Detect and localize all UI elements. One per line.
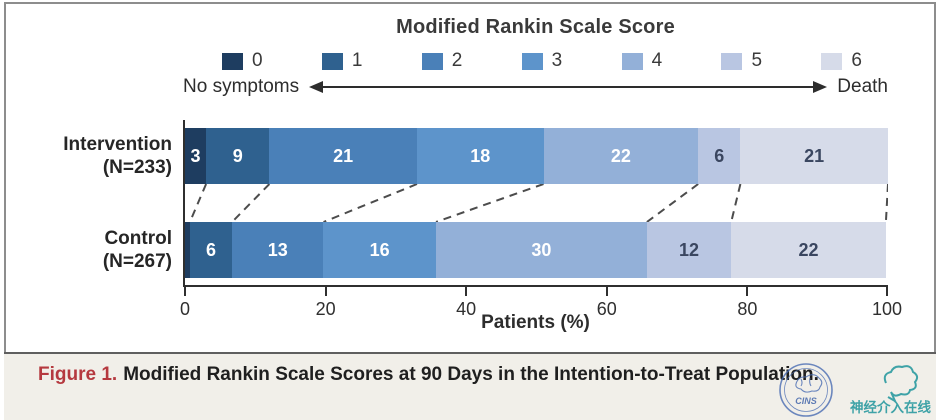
bar-segment-score-2: 21 [269,128,417,184]
caption-text: Figure 1. Modified Rankin Scale Scores at… [38,361,918,388]
axis-tick [605,287,608,296]
group-label-intervention: Intervention (N=233) [8,133,172,179]
connector-line-score-4 [646,184,699,222]
mrs-score-legend: 0 1 2 3 4 5 6 [222,50,862,72]
legend-score-label: 1 [351,50,363,71]
bar-segment-score-4: 22 [543,128,699,184]
connector-line-score-0 [188,184,208,222]
no-symptoms-label: No symptoms [183,76,300,97]
group-name: Intervention [63,134,172,155]
legend-score-label: 5 [751,50,763,71]
legend-score-label: 0 [252,50,263,71]
axis-tick [465,287,468,296]
figure-caption: Figure 1. Modified Rankin Scale Scores at… [4,352,936,420]
segment-connector-lines [188,184,888,222]
control-bar: 6 13 16 30 12 22 [185,222,888,278]
legend-swatch-icon [721,52,743,70]
group-name: Control [104,228,172,249]
connector-line-score-5 [730,184,742,222]
bar-segment-score-4: 30 [435,222,647,278]
axis-tick-label: 0 [179,299,190,319]
bar-segment-score-6: 22 [731,222,886,278]
connector-line-score-1 [231,184,271,222]
y-axis-line [183,120,185,287]
bar-segment-score-6: 21 [740,128,888,184]
legend-item-score-6: 6 [821,50,862,72]
axis-tick-label: 100 [871,299,903,319]
legend-item-score-3: 3 [521,50,563,72]
connector-line-score-3 [435,184,544,222]
x-axis-line [183,285,888,287]
legend-swatch-icon [421,52,443,70]
legend-score-label: 4 [651,50,663,71]
arrow-left-icon [309,81,324,93]
connector-line-score-2 [323,184,418,222]
caption-body: Modified Rankin Scale Scores at 90 Days … [123,364,819,385]
chart-title: Modified Rankin Scale Score [396,16,675,38]
axis-tick-label: 20 [315,299,336,319]
legend-item-score-2: 2 [421,50,463,72]
bar-segment-score-1: 6 [189,222,233,278]
legend-item-score-5: 5 [721,50,762,72]
legend-swatch-icon [821,52,843,70]
axis-tick-label: 60 [596,299,617,319]
connector-line-score-6 [884,184,888,222]
scale-arrow-line [321,86,816,88]
legend-score-label: 6 [851,50,862,71]
bar-segment-score-3: 16 [323,222,436,278]
axis-tick [886,287,888,296]
legend-swatch-icon [521,52,543,70]
legend-swatch-icon [621,52,643,70]
figure-number-label: Figure 1. [38,364,118,385]
arrow-right-icon [813,81,828,93]
death-label: Death [837,76,888,97]
bar-segment-score-1: 9 [206,128,270,184]
legend-score-label: 3 [551,50,563,71]
axis-tick-label: 40 [456,299,477,319]
legend-score-label: 2 [451,50,463,71]
stacked-bar-plot: 3 9 21 18 22 6 21 6 13 16 30 12 22 0 20 40 60 80 100 [180,120,902,320]
intervention-bar: 3 9 21 18 22 6 21 [185,128,888,184]
group-n: (N=267) [102,251,172,272]
legend-item-score-1: 1 [321,50,363,72]
bar-segment-score-3: 18 [416,128,544,184]
axis-tick-label: 80 [737,299,758,319]
bar-segment-score-0: 3 [185,128,207,184]
legend-item-score-4: 4 [621,50,663,72]
bar-segment-score-0 [185,222,190,278]
severity-scale-row: No symptoms Death [183,76,888,98]
axis-tick [324,287,327,296]
axis-tick [746,287,749,296]
legend-swatch-icon [222,52,243,70]
bar-segment-score-5: 6 [698,128,741,184]
bar-segment-score-2: 13 [232,222,324,278]
legend-swatch-icon [321,52,343,70]
bar-segment-score-5: 12 [646,222,732,278]
group-n: (N=233) [102,157,172,178]
legend-item-score-0: 0 [222,50,263,72]
axis-tick [184,287,186,296]
group-label-control: Control (N=267) [8,227,172,273]
x-axis-title: Patients (%) [481,312,590,333]
